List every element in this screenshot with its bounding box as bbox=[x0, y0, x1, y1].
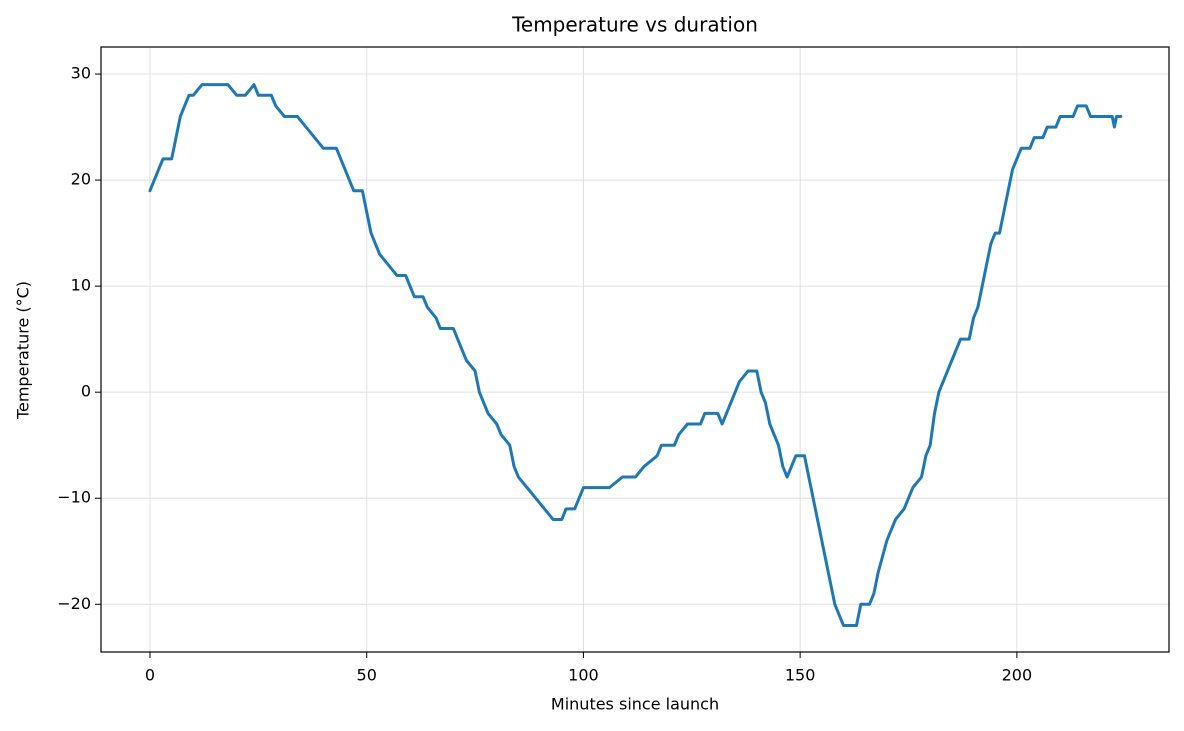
y-tick-label: 0 bbox=[81, 382, 91, 401]
x-tick-label: 100 bbox=[568, 666, 599, 685]
x-tick-label: 0 bbox=[145, 666, 155, 685]
x-axis-label: Minutes since launch bbox=[551, 695, 719, 714]
y-tick-label: 10 bbox=[71, 276, 91, 295]
x-tick-label: 200 bbox=[1002, 666, 1033, 685]
chart-title: Temperature vs duration bbox=[511, 13, 758, 37]
x-tick-label: 50 bbox=[357, 666, 377, 685]
data-line bbox=[148, 83, 1123, 627]
plot-frame bbox=[100, 46, 1170, 653]
y-tick-label: 30 bbox=[71, 64, 91, 83]
y-tick-label: −20 bbox=[57, 594, 91, 613]
x-tick-label: 150 bbox=[785, 666, 816, 685]
y-tick-label: 20 bbox=[71, 170, 91, 189]
y-tick-label: −10 bbox=[57, 488, 91, 507]
y-axis-label: Temperature (°C) bbox=[14, 281, 33, 420]
